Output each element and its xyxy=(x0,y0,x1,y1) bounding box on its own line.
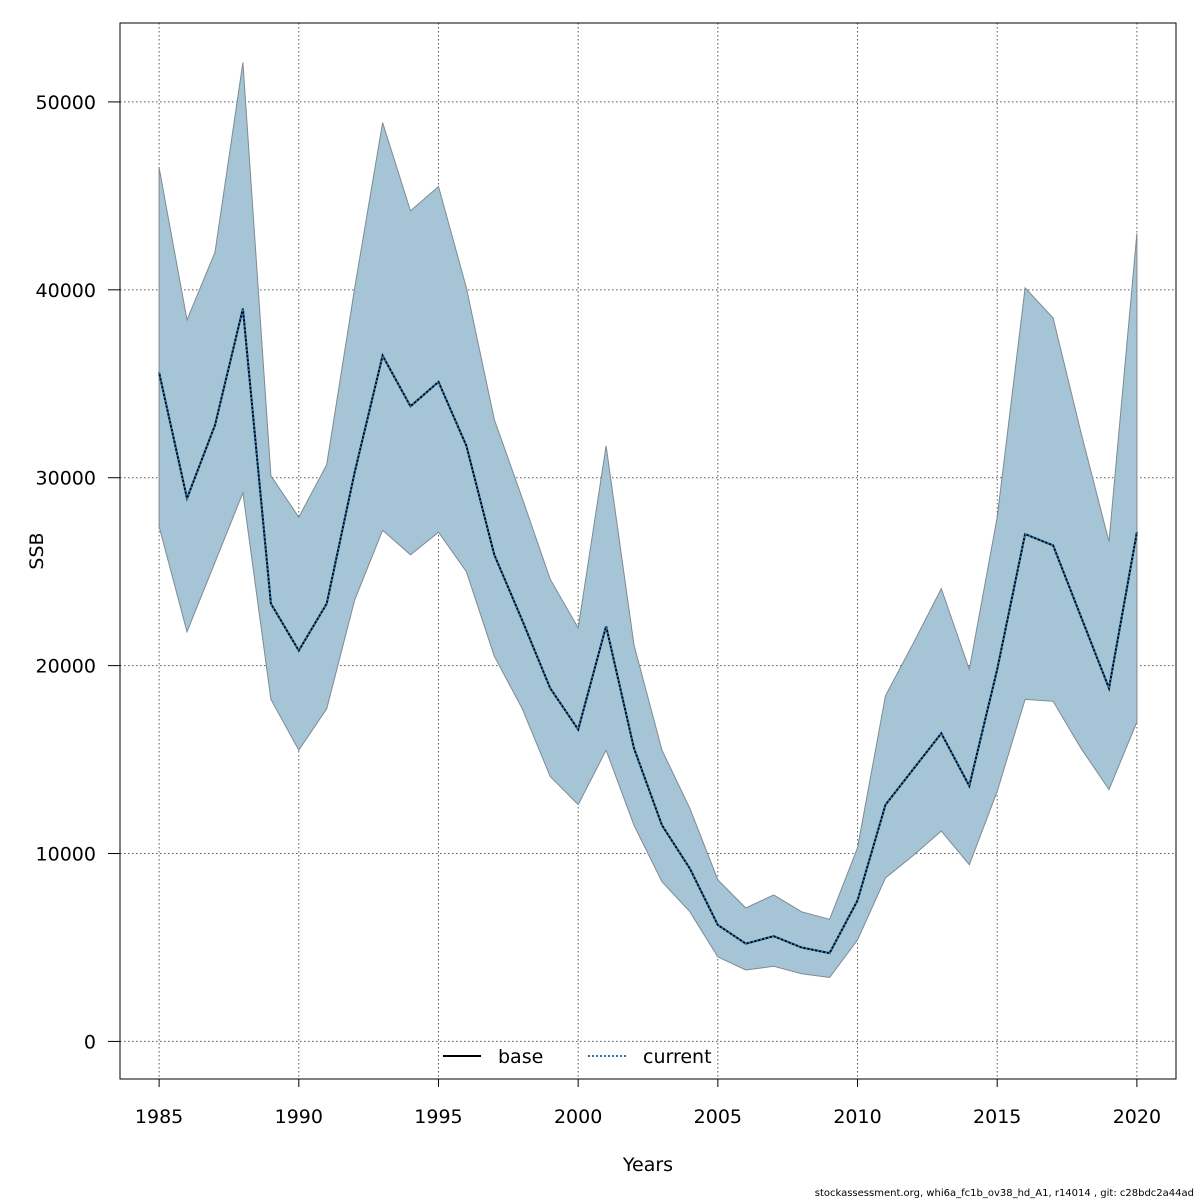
x-axis-title: Years xyxy=(622,1154,673,1176)
plot-frame xyxy=(119,22,1177,1080)
x-tick-label-2010: 2010 xyxy=(833,1106,881,1128)
y-tick-label-10000: 10000 xyxy=(36,844,96,866)
y-axis-title: SSB xyxy=(26,532,48,569)
y-tick-label-50000: 50000 xyxy=(36,92,96,114)
legend: base current xyxy=(443,1046,712,1068)
legend-label-base: base xyxy=(498,1046,543,1068)
y-tick-label-40000: 40000 xyxy=(36,280,96,302)
y-tick-label-20000: 20000 xyxy=(36,656,96,678)
x-tick-label-1990: 1990 xyxy=(275,1106,323,1128)
y-tick-label-0: 0 xyxy=(84,1031,96,1053)
x-tick-label-2000: 2000 xyxy=(554,1106,602,1128)
x-tick-label-1985: 1985 xyxy=(135,1106,183,1128)
x-tick-label-1995: 1995 xyxy=(414,1106,462,1128)
y-tick-label-30000: 30000 xyxy=(36,468,96,490)
x-tick-label-2005: 2005 xyxy=(694,1106,742,1128)
x-tick-label-2020: 2020 xyxy=(1113,1106,1161,1128)
x-axis: 1985 1990 1995 2000 2005 2010 2015 2020 xyxy=(135,1079,1161,1128)
series-line-current xyxy=(158,308,1138,955)
y-axis: 0 10000 20000 30000 40000 50000 xyxy=(36,92,120,1053)
footer-note: stockassessment.org, whi6a_fc1b_ov38_hd_… xyxy=(814,1188,1194,1199)
confidence-band xyxy=(158,62,1138,979)
x-tick-label-2015: 2015 xyxy=(973,1106,1021,1128)
legend-label-current: current xyxy=(643,1046,712,1068)
